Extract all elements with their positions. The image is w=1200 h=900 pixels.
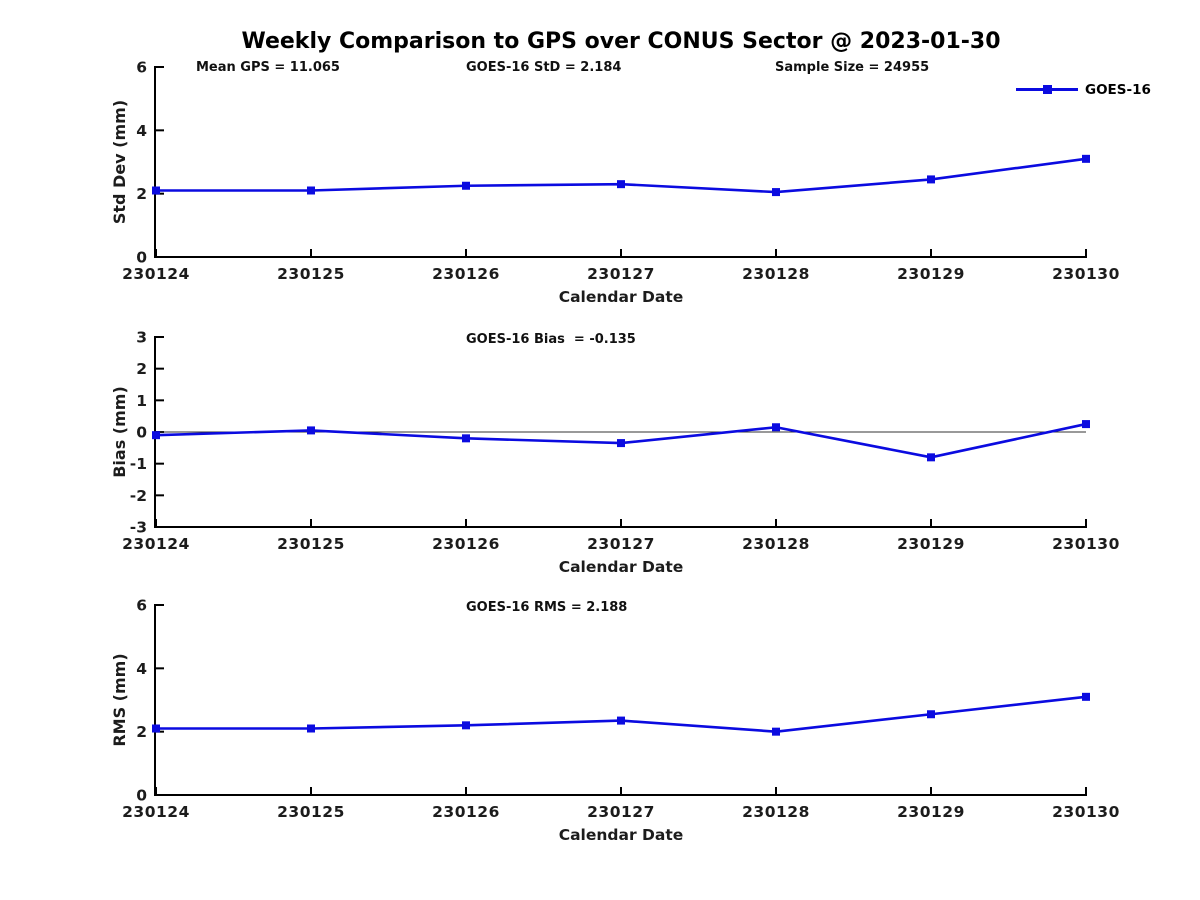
y-tick-label: -1 <box>130 455 147 473</box>
x-tick-label: 230130 <box>1052 265 1120 283</box>
x-tick-label: 230128 <box>742 265 810 283</box>
y-tick-label: -2 <box>130 487 147 505</box>
legend: GOES-16 <box>1016 81 1166 98</box>
data-point-marker <box>772 188 780 197</box>
x-tick-label: 230130 <box>1052 535 1120 553</box>
x-tick-label: 230126 <box>432 535 500 553</box>
data-point-marker <box>772 423 780 432</box>
stat-mean-gps: Mean GPS = 11.065 <box>196 60 340 75</box>
legend-marker-icon <box>1043 85 1052 94</box>
x-tick-label: 230127 <box>587 535 655 553</box>
x-tick-label: 230125 <box>277 265 345 283</box>
data-point-marker <box>1082 692 1090 701</box>
x-tick-label: 230130 <box>1052 803 1120 821</box>
y-tick-label: 1 <box>136 392 147 410</box>
legend-label: GOES-16 <box>1085 82 1151 98</box>
y-tick-label: 4 <box>136 122 147 140</box>
y-axis-title: RMS (mm) <box>110 653 129 746</box>
series-line <box>154 695 1088 733</box>
stat-sample-size: Sample Size = 24955 <box>775 60 930 75</box>
x-tick-label: 230127 <box>587 803 655 821</box>
data-point-marker <box>1082 154 1090 163</box>
x-tick-label: 230128 <box>742 803 810 821</box>
y-tick-label: 0 <box>136 424 147 442</box>
stat-goes16-rms: GOES-16 RMS = 2.188 <box>466 600 628 615</box>
x-tick-label: 230129 <box>897 265 965 283</box>
y-axis-title: Std Dev (mm) <box>110 100 129 224</box>
y-tick-label: 4 <box>136 660 147 678</box>
y-tick-label: 2 <box>136 360 147 378</box>
x-tick-label: 230129 <box>897 803 965 821</box>
stat-goes16-bias: GOES-16 Bias = -0.135 <box>466 332 636 347</box>
data-point-marker <box>927 710 935 719</box>
y-tick-label: 2 <box>136 185 147 203</box>
x-tick-label: 230126 <box>432 265 500 283</box>
x-tick-label: 230128 <box>742 535 810 553</box>
x-axis-title: Calendar Date <box>559 558 684 576</box>
data-point-marker <box>307 724 315 733</box>
x-tick-label: 230124 <box>122 803 190 821</box>
y-tick-label: 0 <box>136 249 147 267</box>
data-point-marker <box>152 431 160 440</box>
stat-goes16-std: GOES-16 StD = 2.184 <box>466 60 622 75</box>
x-tick-label: 230124 <box>122 535 190 553</box>
y-tick-label: 2 <box>136 723 147 741</box>
data-point-marker <box>617 180 625 189</box>
subplot-rms: 0 2 4 6 230124 230125 230126 230127 230128 230129… <box>110 597 1120 845</box>
x-tick-label: 230124 <box>122 265 190 283</box>
data-point-marker <box>152 724 160 733</box>
y-tick-label: 6 <box>136 597 147 615</box>
data-point-marker <box>307 186 315 195</box>
x-tick-label: 230129 <box>897 535 965 553</box>
data-point-marker <box>927 175 935 184</box>
x-tick-label: 230127 <box>587 265 655 283</box>
data-point-marker <box>462 434 470 443</box>
data-point-marker <box>307 426 315 435</box>
x-axis-title: Calendar Date <box>559 288 684 306</box>
data-point-marker <box>1082 420 1090 429</box>
x-tick-label: 230125 <box>277 535 345 553</box>
x-axis-title: Calendar Date <box>559 826 684 844</box>
data-point-marker <box>152 186 160 195</box>
y-tick-label: -3 <box>130 519 147 537</box>
data-point-marker <box>617 439 625 448</box>
figure-title: Weekly Comparison to GPS over CONUS Sect… <box>241 29 1001 54</box>
data-point-marker <box>927 453 935 462</box>
y-tick-label: 6 <box>136 59 147 77</box>
data-point-marker <box>462 181 470 190</box>
subplot-stddev: 0 2 4 6 230124 230125 230126 230127 230128 230129… <box>110 59 1120 307</box>
y-tick-label: 0 <box>136 787 147 805</box>
data-point-marker <box>462 721 470 730</box>
x-tick-label: 230126 <box>432 803 500 821</box>
data-point-marker <box>772 727 780 736</box>
x-tick-label: 230125 <box>277 803 345 821</box>
y-tick-label: 3 <box>136 329 147 347</box>
data-point-marker <box>617 716 625 725</box>
y-axis-title: Bias (mm) <box>110 386 129 478</box>
